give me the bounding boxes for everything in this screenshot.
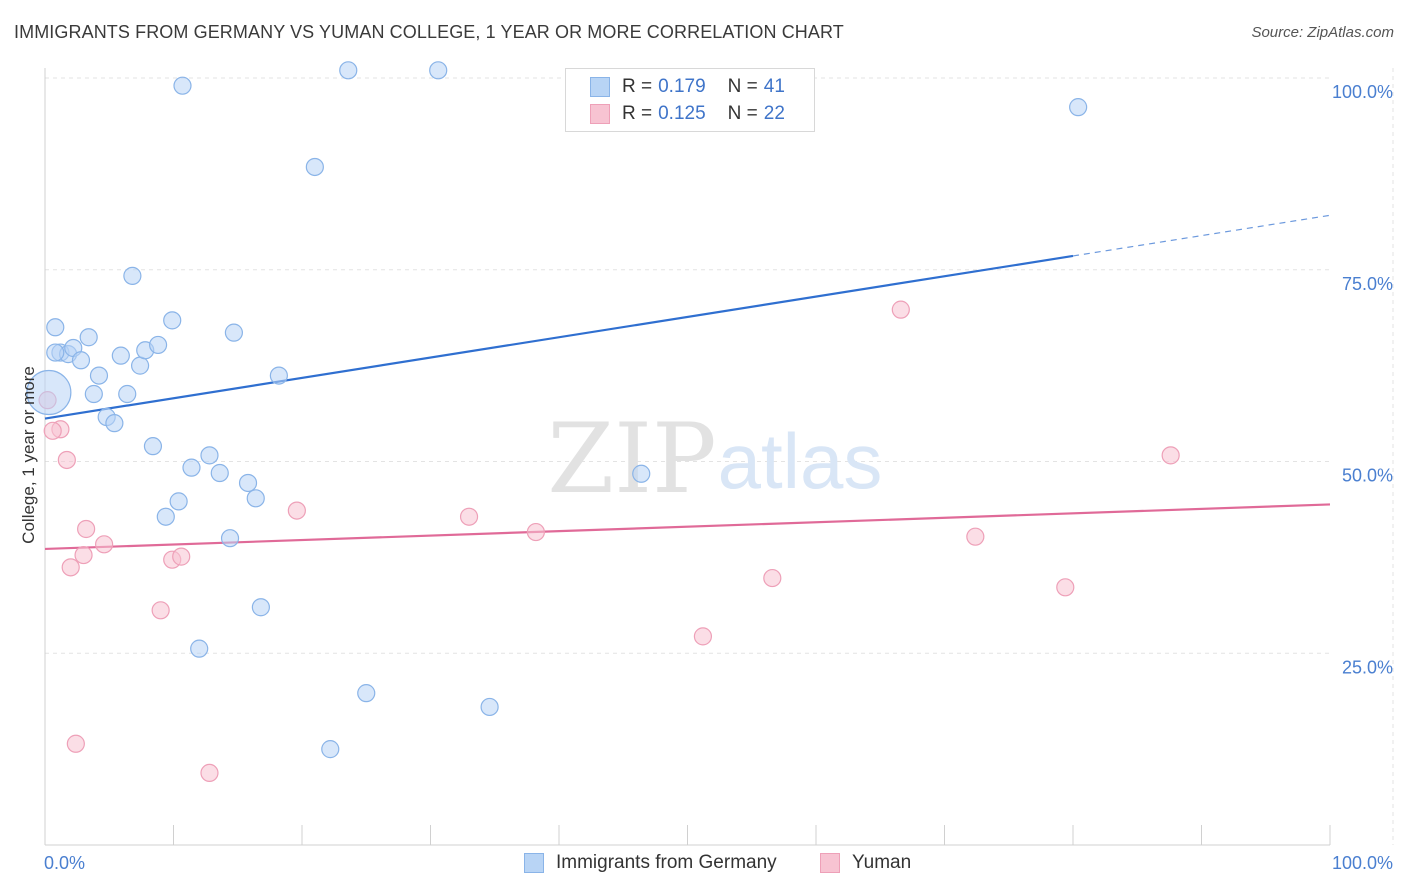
data-point-germany xyxy=(148,335,168,355)
data-point-germany xyxy=(46,318,65,337)
data-point-yuman xyxy=(287,501,306,520)
data-point-yuman xyxy=(763,568,782,588)
legend-swatch-yuman xyxy=(590,104,610,124)
chart-title: IMMIGRANTS FROM GERMANY VS YUMAN COLLEGE… xyxy=(14,22,844,42)
data-point-germany xyxy=(111,346,130,365)
data-point-germany xyxy=(339,61,358,80)
data-point-yuman xyxy=(95,535,114,554)
data-point-germany xyxy=(143,437,163,456)
data-point-germany xyxy=(238,473,258,493)
data-point-germany xyxy=(246,489,265,508)
legend-swatch-germany xyxy=(590,77,610,97)
axes xyxy=(44,68,1394,846)
data-point-yuman xyxy=(57,450,76,470)
data-point-germany xyxy=(79,328,98,347)
data-point-germany xyxy=(105,414,124,433)
legend-n-label: N = xyxy=(727,103,758,124)
x-tick-label-max: 100.0% xyxy=(1332,853,1393,873)
data-point-germany xyxy=(169,492,188,511)
x-tick-label-min: 0.0% xyxy=(44,853,85,873)
data-point-germany xyxy=(200,446,219,465)
data-point-germany xyxy=(89,366,109,385)
data-point-yuman xyxy=(77,519,96,539)
bottom-legend-swatch-germany xyxy=(524,853,544,873)
data-point-yuman xyxy=(151,601,170,620)
legend-r-value: 0.125 xyxy=(658,103,706,124)
data-point-yuman xyxy=(1161,446,1180,465)
bottom-legend-label-yuman: Yuman xyxy=(852,852,912,873)
data-point-germany xyxy=(163,311,182,330)
tick-labels: 25.0% 50.0% 75.0% 100.0% 0.0% 100.0% xyxy=(44,82,1393,873)
data-point-yuman xyxy=(966,527,985,546)
data-point-yuman xyxy=(66,734,85,753)
legend-row-germany: R = 0.179 N = 41 xyxy=(590,75,785,99)
data-point-germany xyxy=(224,323,243,342)
data-point-germany xyxy=(1069,98,1088,117)
data-point-germany xyxy=(118,384,137,404)
data-point-germany xyxy=(182,458,201,477)
y-tick-label: 25.0% xyxy=(1342,657,1393,677)
data-point-germany xyxy=(429,61,448,80)
trend-lines xyxy=(44,214,1331,551)
data-point-germany xyxy=(173,76,192,95)
trend-line-germany xyxy=(44,254,1074,420)
legend: R = 0.179 N = 41 R = 0.125 N = 22 xyxy=(565,68,815,132)
data-point-germany xyxy=(251,598,270,617)
watermark-zip: ZIP xyxy=(547,403,716,515)
data-point-yuman xyxy=(526,522,545,542)
legend-n-value: 22 xyxy=(763,103,785,124)
data-point-germany xyxy=(84,384,103,404)
gridlines xyxy=(45,77,1330,654)
data-point-germany xyxy=(480,697,499,717)
bottom-legend: Immigrants from Germany Yuman xyxy=(0,852,1406,878)
y-tick-label: 50.0% xyxy=(1342,466,1393,486)
data-points xyxy=(26,61,1180,783)
data-point-germany xyxy=(305,157,324,177)
legend-r-label: R = xyxy=(622,76,653,97)
data-point-yuman xyxy=(172,547,191,566)
data-point-germany xyxy=(130,356,150,375)
data-point-yuman xyxy=(74,545,93,565)
data-point-yuman xyxy=(891,300,910,319)
data-point-yuman xyxy=(693,627,713,646)
data-point-germany xyxy=(357,684,376,703)
legend-n-value: 41 xyxy=(763,76,785,97)
data-point-germany xyxy=(46,343,65,362)
data-point-germany xyxy=(632,464,651,483)
data-point-germany xyxy=(71,351,91,370)
data-point-germany xyxy=(26,369,72,416)
data-point-yuman xyxy=(61,558,80,577)
data-point-yuman xyxy=(459,507,479,526)
bottom-legend-yuman[interactable]: Yuman xyxy=(820,852,911,874)
legend-r-label: R = xyxy=(622,103,653,124)
trend-line-yuman xyxy=(44,503,1331,551)
watermark: ZIP atlas xyxy=(547,403,882,515)
data-point-germany xyxy=(156,507,175,526)
source-attribution: Source: ZipAtlas.com xyxy=(1251,24,1394,41)
data-point-germany xyxy=(123,266,142,285)
legend-r-value: 0.179 xyxy=(658,76,706,97)
data-point-germany xyxy=(210,463,229,483)
bottom-legend-germany[interactable]: Immigrants from Germany xyxy=(524,852,777,874)
data-point-germany xyxy=(190,639,209,658)
bottom-legend-label-germany: Immigrants from Germany xyxy=(556,852,777,873)
legend-row-yuman: R = 0.125 N = 22 xyxy=(590,102,785,126)
data-point-yuman xyxy=(200,763,219,783)
bottom-legend-swatch-yuman xyxy=(820,853,840,873)
watermark-atlas: atlas xyxy=(718,417,883,505)
data-point-germany xyxy=(220,529,240,548)
y-tick-label: 75.0% xyxy=(1342,274,1393,294)
legend-n-label: N = xyxy=(727,76,758,97)
y-tick-label: 100.0% xyxy=(1332,82,1393,102)
y-axis-label: College, 1 year or more xyxy=(19,366,38,544)
data-point-yuman xyxy=(43,421,62,440)
trend-line-germany-extension xyxy=(1072,214,1331,257)
data-point-germany xyxy=(321,740,340,759)
data-point-yuman xyxy=(1056,578,1075,597)
data-point-germany xyxy=(269,366,288,385)
